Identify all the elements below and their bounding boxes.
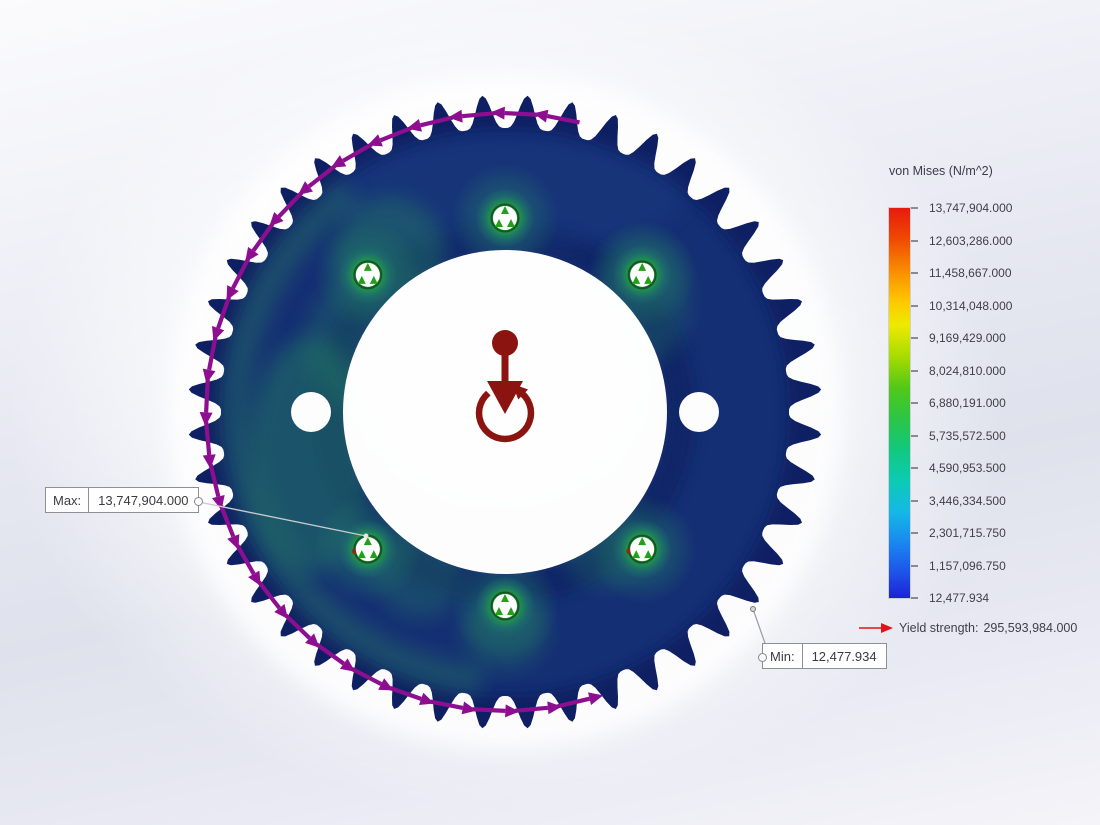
yield-strength-arrow-icon (859, 623, 893, 633)
legend-tick-label: 8,024,810.000 (911, 363, 1006, 379)
load-arrows[interactable] (199, 106, 604, 718)
min-stress-callout[interactable]: Min: 12,477.934 (758, 643, 887, 669)
legend-tick-mark (911, 467, 918, 469)
legend-tick-mark (911, 435, 918, 437)
legend-tick-label: 3,446,334.500 (911, 493, 1006, 509)
legend-value: 12,603,286.000 (929, 234, 1013, 248)
legend-tick-mark (911, 402, 918, 404)
bolt-connector-symbols[interactable] (357, 206, 653, 615)
legend-tick-mark (911, 500, 918, 502)
legend-tick-mark (911, 305, 918, 307)
legend-tick-mark (911, 532, 918, 534)
legend-value: 13,747,904.000 (929, 201, 1013, 215)
legend-tick-label: 1,157,096.750 (911, 558, 1006, 574)
legend-tick-mark (911, 207, 918, 209)
min-callout-label: Min: (770, 648, 795, 664)
legend-color-bar[interactable] (889, 208, 910, 598)
yield-strength-label: Yield strength: (899, 621, 979, 635)
legend-tick-label: 2,301,715.750 (911, 525, 1006, 541)
legend-tick-mark (911, 597, 918, 599)
legend-tick-mark (911, 240, 918, 242)
legend-tick-mark (911, 370, 918, 372)
max-callout-value: 13,747,904.000 (88, 488, 197, 512)
yield-strength-annotation: Yield strength: 295,593,984.000 (858, 621, 1077, 635)
legend-tick-label: 4,590,953.500 (911, 460, 1006, 476)
legend-value: 4,590,953.500 (929, 461, 1006, 475)
legend-tick-label: 5,735,572.500 (911, 428, 1006, 444)
legend-tick-label: 12,603,286.000 (911, 233, 1012, 249)
legend-tick-label: 9,169,429.000 (911, 330, 1006, 346)
yield-strength-value: 295,593,984.000 (983, 621, 1078, 635)
legend-tick-label: 10,314,048.000 (911, 298, 1012, 314)
legend-value: 6,880,191.000 (929, 396, 1006, 410)
legend-value: 1,157,096.750 (929, 559, 1006, 573)
legend-tick-label: 13,747,904.000 (911, 200, 1012, 216)
legend-tick-label: 11,458,667.000 (911, 265, 1012, 281)
torque-load-symbol[interactable] (475, 330, 535, 443)
legend-value: 12,477.934 (929, 591, 990, 605)
legend-value: 11,458,667.000 (929, 266, 1012, 280)
max-callout-attach-ring (193, 497, 203, 506)
legend-value: 2,301,715.750 (929, 526, 1006, 540)
legend-tick-label: 6,880,191.000 (911, 395, 1006, 411)
legend-value: 9,169,429.000 (929, 331, 1006, 345)
legend-tick-mark (911, 272, 918, 274)
legend-value: 8,024,810.000 (929, 364, 1006, 378)
min-callout-value: 12,477.934 (801, 644, 886, 668)
legend-title: von Mises (N/m^2) (889, 164, 993, 178)
legend-value: 5,735,572.500 (929, 429, 1006, 443)
legend-value: 3,446,334.500 (929, 494, 1006, 508)
legend-tick-label: 12,477.934 (911, 590, 989, 606)
callout-leaders (188, 499, 767, 647)
max-callout-label: Max: (53, 492, 82, 508)
max-stress-callout[interactable]: Max: 13,747,904.000 (45, 487, 203, 513)
legend-value: 10,314,048.000 (929, 299, 1013, 313)
legend-tick-mark (911, 337, 918, 339)
legend-tick-mark (911, 565, 918, 567)
min-callout-attach-ring (758, 653, 767, 662)
